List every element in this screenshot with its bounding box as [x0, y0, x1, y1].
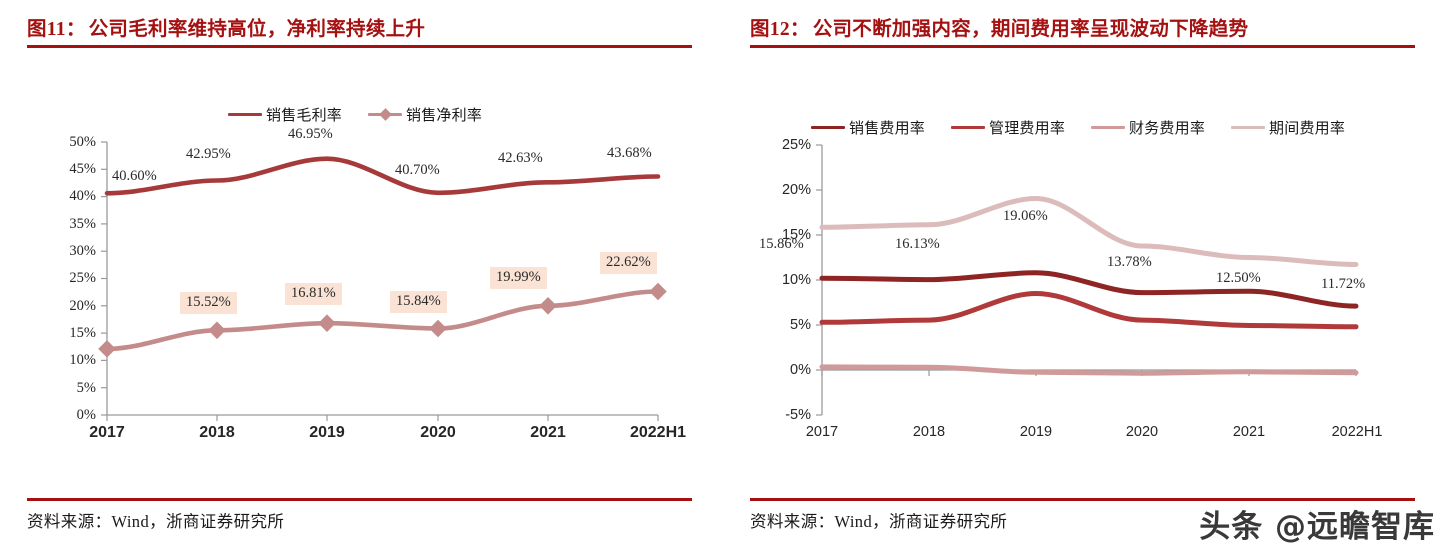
y-tick-label: 5% — [76, 380, 96, 396]
legend-entry-net-margin[interactable]: 销售净利率 — [368, 104, 482, 125]
x-tick-label: 2022H1 — [629, 424, 687, 441]
y-tick-label: -5% — [785, 407, 811, 423]
footer-divider-11 — [27, 498, 692, 501]
x-tick-label: 2020 — [420, 424, 456, 441]
legend-entry-period-expense[interactable]: 期间费用率 — [1231, 117, 1345, 138]
chart-legend-11: 销售毛利率 销售净利率 — [228, 104, 482, 125]
y-tick-label: 45% — [69, 161, 96, 177]
y-tick-label: 10% — [69, 352, 96, 368]
legend-label-net-margin: 销售净利率 — [406, 106, 483, 124]
source-note-11: 资料来源：Wind，浙商证券研究所 — [27, 512, 285, 531]
data-label-net-margin: 16.81% — [285, 283, 342, 305]
data-label-gross-margin: 46.95% — [288, 126, 333, 142]
data-label-gross-margin: 43.68% — [607, 145, 652, 161]
data-label-period-expense: 19.06% — [1003, 208, 1048, 224]
x-tick-label: 2017 — [89, 424, 125, 441]
footer-divider-12 — [750, 498, 1415, 501]
chart-area-12 — [723, 0, 1443, 460]
y-tick-label: 20% — [69, 298, 96, 314]
title-divider-11 — [27, 45, 692, 48]
chart-area-11 — [0, 0, 720, 460]
x-axis-ticks — [106, 415, 659, 421]
legend-swatch-line-icon — [228, 112, 262, 117]
legend-label-gross-margin: 销售毛利率 — [266, 106, 343, 124]
legend-label-selling-expense: 销售费用率 — [849, 119, 926, 137]
data-label-net-margin: 15.84% — [390, 291, 447, 313]
data-label-net-margin: 19.99% — [490, 267, 547, 289]
y-tick-label: 10% — [781, 272, 811, 288]
series-line-gross-margin — [104, 156, 661, 196]
y-tick-label: 50% — [69, 134, 96, 150]
x-tick-label: 2021 — [530, 424, 566, 441]
legend-entry-financial-expense[interactable]: 财务费用率 — [1091, 117, 1205, 138]
data-label-gross-margin: 40.60% — [112, 168, 157, 184]
x-tick-label: 2017 — [805, 424, 839, 440]
y-tick-label: 25% — [781, 137, 811, 153]
y-tick-label: 25% — [69, 270, 96, 286]
series-line-selling-expense — [819, 270, 1359, 309]
data-label-period-expense: 12.50% — [1216, 270, 1261, 286]
legend-swatch-line-icon — [1231, 125, 1266, 130]
data-label-period-expense: 13.78% — [1107, 254, 1152, 270]
y-tick-label: 20% — [781, 182, 811, 198]
x-tick-label: 2019 — [1019, 424, 1053, 440]
x-tick-label: 2018 — [912, 424, 946, 440]
figure-title-12: 图12： 公司不断加强内容，期间费用率呈现波动下降趋势 — [750, 12, 1248, 41]
x-tick-label: 2018 — [199, 424, 235, 441]
y-tick-label: 15% — [781, 227, 811, 243]
data-label-net-margin: 15.52% — [180, 292, 237, 314]
series-line-financial-expense — [819, 364, 1359, 376]
legend-entry-admin-expense[interactable]: 管理费用率 — [951, 117, 1065, 138]
y-tick-label: 30% — [69, 243, 96, 259]
data-label-period-expense: 11.72% — [1321, 276, 1366, 292]
legend-entry-gross-margin[interactable]: 销售毛利率 — [228, 104, 342, 125]
x-tick-label: 2020 — [1125, 424, 1159, 440]
legend-swatch-diamond-icon — [368, 112, 403, 117]
title-divider-12 — [750, 45, 1415, 48]
data-label-gross-margin: 40.70% — [395, 162, 440, 178]
y-axis-ticks — [816, 144, 822, 416]
x-tick-label: 2021 — [1232, 424, 1266, 440]
legend-swatch-line-icon — [951, 125, 986, 130]
watermark-text: 头条 @远瞻智库 — [1199, 509, 1435, 545]
data-label-period-expense: 16.13% — [895, 236, 940, 252]
y-tick-label: 15% — [69, 325, 96, 341]
figure-number-11: 图11： — [27, 19, 86, 40]
legend-label-period-expense: 期间费用率 — [1269, 119, 1346, 137]
chart-svg-11 — [98, 141, 667, 421]
legend-label-financial-expense: 财务费用率 — [1129, 119, 1206, 137]
x-tick-label: 2019 — [309, 424, 345, 441]
data-label-gross-margin: 42.95% — [186, 146, 231, 162]
chart-svg-12 — [816, 144, 1359, 416]
chart-legend-12: 销售费用率 管理费用率 财务费用率 期间费用率 — [811, 117, 1345, 138]
y-tick-label: 35% — [69, 216, 96, 232]
figure-panel-12: 图12： 公司不断加强内容，期间费用率呈现波动下降趋势 销售费用率 管理费用率 财… — [723, 0, 1443, 550]
figure-panel-11: 图11： 公司毛利率维持高位，净利率持续上升 销售毛利率 销售净利率 — [0, 0, 720, 550]
figure-title-text-11: 公司毛利率维持高位，净利率持续上升 — [88, 19, 426, 40]
data-label-net-margin: 22.62% — [600, 252, 657, 274]
legend-swatch-line-icon — [1091, 125, 1126, 130]
figure-title-text-12: 公司不断加强内容，期间费用率呈现波动下降趋势 — [812, 19, 1249, 40]
figure-number-12: 图12： — [750, 19, 810, 40]
series-markers-net-margin — [98, 282, 667, 358]
legend-label-admin-expense: 管理费用率 — [989, 119, 1066, 137]
y-axis-ticks — [101, 141, 107, 416]
y-tick-label: 40% — [69, 188, 96, 204]
series-line-net-margin — [104, 289, 661, 352]
y-tick-label: 0% — [76, 407, 96, 423]
series-line-admin-expense — [819, 291, 1359, 330]
y-tick-label: 5% — [790, 317, 811, 333]
x-tick-label: 2022H1 — [1331, 424, 1383, 440]
legend-swatch-line-icon — [811, 125, 845, 130]
source-note-12: 资料来源：Wind，浙商证券研究所 — [750, 512, 1008, 531]
y-tick-label: 0% — [790, 362, 811, 378]
legend-entry-selling-expense[interactable]: 销售费用率 — [811, 117, 925, 138]
data-label-period-expense: 15.86% — [759, 236, 804, 252]
series-line-period-expense — [819, 196, 1359, 267]
figure-title-11: 图11： 公司毛利率维持高位，净利率持续上升 — [27, 12, 425, 41]
data-label-gross-margin: 42.63% — [498, 150, 543, 166]
